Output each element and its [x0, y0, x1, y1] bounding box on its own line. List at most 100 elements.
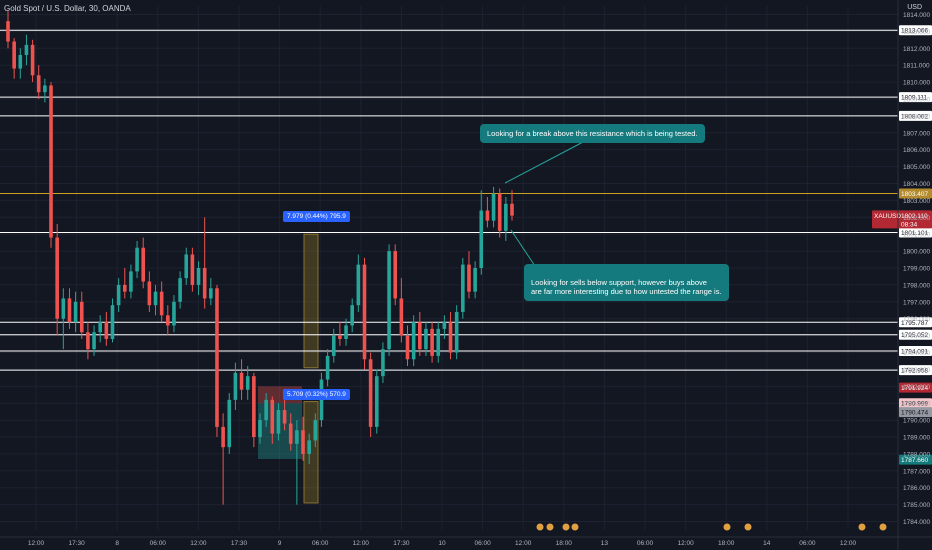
candle-body	[301, 430, 305, 454]
candle-body	[110, 305, 115, 339]
y-tick-label: 1787.000	[903, 468, 930, 475]
current-price-bg	[872, 210, 932, 229]
candle-body	[116, 284, 121, 306]
candle-body	[424, 328, 428, 350]
candle-body	[331, 335, 336, 356]
candle-body	[510, 203, 514, 216]
annotation-support[interactable]: Looking for sells below support, however…	[524, 264, 729, 301]
candle-body	[18, 55, 23, 69]
x-tick-label: 14	[763, 540, 771, 547]
x-tick-label: 12:00	[677, 540, 694, 547]
price-label: 1808.002	[901, 113, 928, 120]
price-label-bg	[899, 382, 932, 393]
candle-body	[491, 193, 496, 221]
y-tick-label: 1812.000	[903, 46, 930, 53]
x-tick-label: 06:00	[474, 540, 491, 547]
candle-body	[393, 251, 398, 299]
chart-grid	[0, 6, 898, 530]
candle-body	[350, 305, 354, 326]
price-label-bg	[899, 365, 932, 376]
price-label-bg	[899, 317, 932, 328]
candle-body	[227, 399, 232, 448]
candle-body	[473, 268, 477, 292]
candle-body	[295, 430, 299, 444]
price-label-bg	[899, 454, 932, 465]
x-tick-label: 17:30	[68, 540, 85, 547]
current-price: 1802.110	[901, 213, 928, 220]
y-tick-label: 1799.000	[903, 266, 930, 273]
x-tick-label: 06:00	[799, 540, 816, 547]
candle-body	[448, 322, 453, 353]
annotation-lines	[504, 140, 586, 267]
y-tick-label: 1803.000	[903, 198, 930, 205]
candle-body	[307, 440, 311, 454]
x-tick-label: 06:00	[637, 540, 654, 547]
price-label: 1790.474	[901, 410, 928, 417]
y-tick-label: 1792.000	[903, 384, 930, 391]
countdown: 08:34	[901, 221, 918, 228]
y-tick-label: 1807.000	[903, 130, 930, 137]
y-tick-label: 1801.000	[903, 232, 930, 239]
horizontal-levels: 1813.066 1809.111 1808.002 1803.407 1801.101…	[0, 25, 932, 465]
candle-body	[270, 399, 275, 434]
candle-body	[362, 264, 367, 360]
y-tick-label: 1797.000	[903, 299, 930, 306]
candle-body	[411, 322, 416, 360]
candle-body	[381, 349, 385, 377]
candle-body	[178, 278, 182, 302]
x-tick-label: 12:00	[28, 540, 45, 547]
candle-body	[325, 355, 330, 380]
candle-body	[196, 268, 201, 285]
candle-body	[418, 322, 422, 350]
x-tick-label: 18:00	[718, 540, 735, 547]
annotation-resistance[interactable]: Looking for a break above this resistanc…	[480, 124, 705, 143]
price-label: 1791.924	[901, 385, 928, 392]
candle-body	[239, 372, 244, 390]
candle-body	[374, 376, 379, 427]
candle-body	[122, 284, 127, 292]
event-icon	[561, 522, 571, 532]
y-tick-label: 1813.000	[903, 29, 930, 36]
measure-label: 5.709 (0.32%) 570.9	[283, 389, 350, 400]
y-tick-label: 1802.000	[903, 215, 930, 222]
candle-body	[129, 271, 133, 292]
time-axis: 12:00 17:30 8 06:00 12:00 17:30 9 06:00 12:00 17:…	[28, 540, 857, 547]
candle-body	[258, 420, 262, 438]
candle-body	[338, 335, 342, 339]
event-icon	[743, 522, 753, 532]
candle-body	[12, 41, 16, 69]
x-tick-label: 06:00	[150, 540, 167, 547]
price-label-bg	[899, 398, 932, 409]
candle-body	[485, 210, 490, 221]
x-tick-label: 12:00	[515, 540, 532, 547]
price-label-bg	[899, 329, 932, 340]
candle-body	[368, 359, 373, 427]
x-tick-label: 06:00	[312, 540, 329, 547]
y-tick-label: 1808.000	[903, 113, 930, 120]
y-tick-label: 1794.000	[903, 350, 930, 357]
candle-body	[288, 423, 293, 444]
candle-body	[436, 328, 441, 356]
event-icons	[535, 522, 888, 532]
measure-label: 7.979 (0.44%) 795.9	[283, 211, 350, 222]
y-tick-label: 1814.000	[903, 12, 930, 19]
candle-body	[6, 21, 10, 42]
candle-body	[172, 301, 176, 326]
candle-body	[104, 322, 109, 339]
y-tick-label: 1784.000	[903, 519, 930, 526]
x-tick-label: 9	[278, 540, 282, 547]
y-tick-label: 1790.000	[903, 418, 930, 425]
y-tick-label: 1800.000	[903, 249, 930, 256]
candle-body	[233, 372, 238, 400]
candle-body	[36, 75, 41, 93]
candle-body	[276, 409, 281, 434]
event-icon	[570, 522, 580, 532]
candle-body	[479, 210, 484, 268]
y-tick-label: 1795.000	[903, 333, 930, 340]
price-label: 1790.999	[901, 401, 928, 408]
candle-body	[282, 409, 287, 424]
price-label-bg	[899, 110, 932, 121]
candle-body	[135, 247, 139, 272]
